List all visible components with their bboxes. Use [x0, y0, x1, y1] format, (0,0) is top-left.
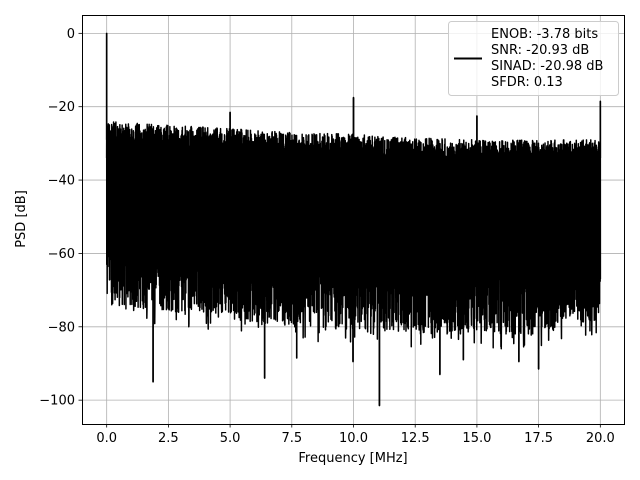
x-tick-label: 7.5 [281, 431, 302, 446]
legend-entry: ENOB: -3.78 bits [491, 27, 598, 42]
y-tick-label: −80 [48, 320, 75, 335]
y-tick-label: −40 [48, 174, 75, 189]
legend-entry: SINAD: -20.98 dB [491, 59, 603, 74]
x-axis-label: Frequency [MHz] [298, 451, 407, 466]
x-tick-label: 15.0 [462, 431, 491, 446]
psd-trace [105, 32, 602, 407]
x-tick-label: 12.5 [401, 431, 430, 446]
x-axis-ticks: 0.0 2.5 5.0 7.5 10.0 12.5 15.0 17.5 20.0 [96, 424, 615, 446]
y-axis-ticks: 0 −20 −40 −60 −80 −100 [39, 27, 82, 409]
y-tick-label: −20 [48, 100, 75, 115]
y-tick-label: −100 [39, 394, 75, 409]
x-tick-label: 0.0 [96, 431, 117, 446]
y-axis-label: PSD [dB] [14, 190, 29, 248]
x-tick-label: 5.0 [220, 431, 241, 446]
x-tick-label: 17.5 [524, 431, 553, 446]
x-tick-label: 20.0 [586, 431, 615, 446]
x-tick-label: 10.0 [339, 431, 368, 446]
y-tick-label: −60 [48, 247, 75, 262]
legend-box [448, 21, 619, 96]
legend-entry: SNR: -20.93 dB [491, 43, 589, 58]
legend-entry: SFDR: 0.13 [491, 75, 563, 90]
x-tick-label: 2.5 [158, 431, 179, 446]
y-tick-label: 0 [67, 27, 75, 42]
